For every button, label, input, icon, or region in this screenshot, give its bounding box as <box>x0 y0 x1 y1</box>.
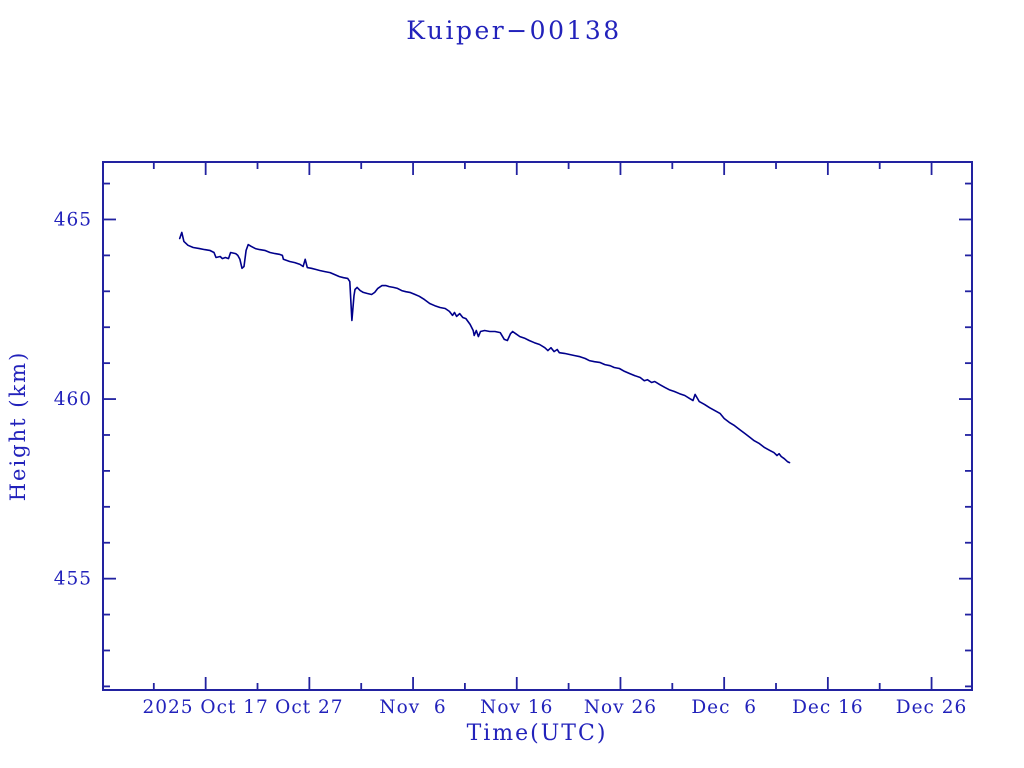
x-axis-label: Time(UTC) <box>467 721 608 746</box>
y-tick-label: 465 <box>54 209 92 230</box>
axis-ticks <box>103 162 972 690</box>
x-tick-label: 2025 Oct 17 <box>142 697 268 718</box>
y-axis-label: Height (km) <box>6 351 30 502</box>
x-tick-label: Nov 26 <box>584 697 657 718</box>
x-tick-label: Dec 26 <box>896 697 968 718</box>
x-tick-label: Oct 27 <box>275 697 343 718</box>
x-tick-label: Dec 16 <box>792 697 864 718</box>
x-tick-label: Dec 6 <box>691 697 757 718</box>
y-tick-label: 455 <box>54 569 92 590</box>
chart-title: Kuiper−00138 <box>406 16 621 45</box>
data-series <box>178 231 791 464</box>
x-tick-label: Nov 16 <box>480 697 553 718</box>
x-tick-label: Nov 6 <box>379 697 446 718</box>
height-curve <box>178 231 791 464</box>
y-tick-label: 460 <box>54 389 92 410</box>
axis-tick-labels: 2025 Oct 17 Oct 27 Nov 6 Nov 16 Nov 26 Dec 6 D… <box>54 209 968 718</box>
plot-frame <box>102 161 973 691</box>
plot-border <box>102 161 973 691</box>
